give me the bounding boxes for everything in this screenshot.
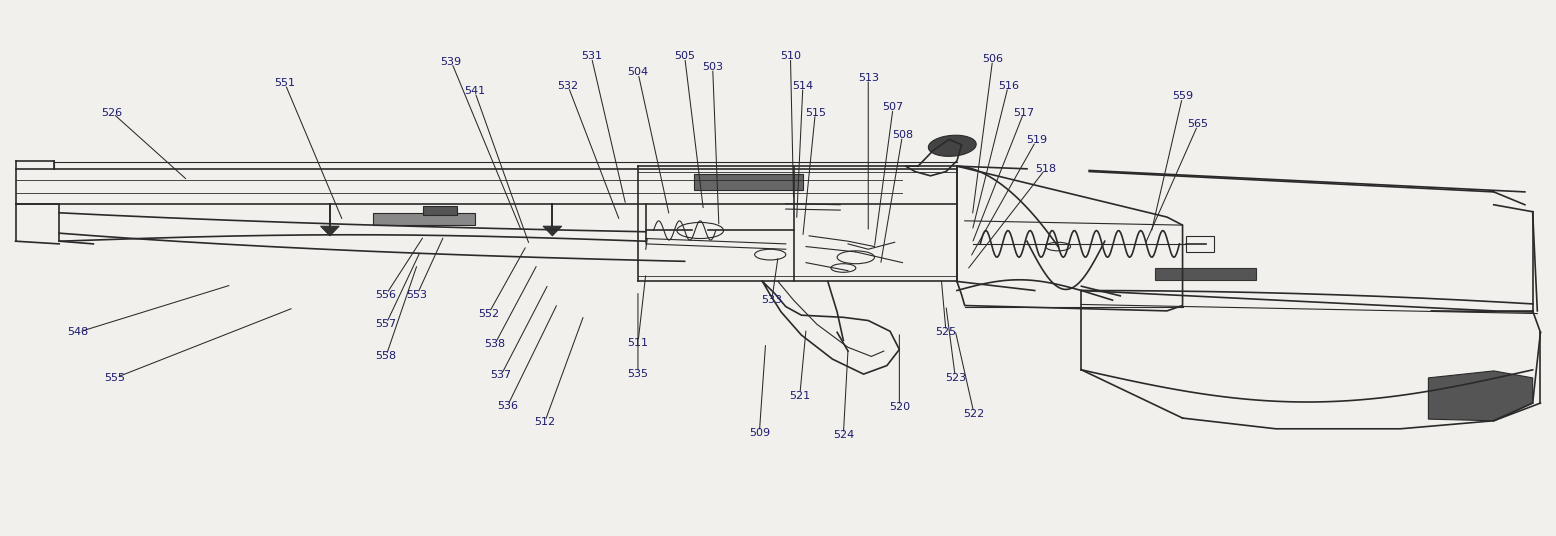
FancyBboxPatch shape: [1155, 268, 1256, 280]
Text: 552: 552: [478, 309, 499, 318]
Text: 516: 516: [997, 81, 1019, 91]
Text: 519: 519: [1025, 136, 1047, 145]
Text: 521: 521: [789, 391, 811, 400]
Text: 541: 541: [464, 86, 485, 96]
Text: 556: 556: [375, 290, 397, 300]
Text: 517: 517: [1013, 108, 1035, 117]
Polygon shape: [1428, 371, 1533, 421]
Text: 558: 558: [375, 352, 397, 361]
Text: 559: 559: [1172, 92, 1193, 101]
FancyBboxPatch shape: [694, 174, 803, 190]
Text: 539: 539: [440, 57, 462, 66]
FancyBboxPatch shape: [423, 206, 457, 215]
Text: 532: 532: [557, 81, 579, 91]
Text: 523: 523: [944, 373, 966, 383]
Text: 515: 515: [804, 108, 826, 117]
Text: 557: 557: [375, 319, 397, 329]
Text: 507: 507: [882, 102, 904, 112]
Polygon shape: [543, 226, 562, 236]
Text: 531: 531: [580, 51, 602, 61]
Text: 503: 503: [702, 62, 724, 72]
Text: 522: 522: [963, 409, 985, 419]
Text: 533: 533: [761, 295, 783, 305]
Text: 505: 505: [674, 51, 696, 61]
Text: 551: 551: [274, 78, 296, 88]
Text: 526: 526: [101, 108, 123, 117]
Text: 555: 555: [104, 373, 126, 383]
Ellipse shape: [929, 135, 976, 157]
Text: 518: 518: [1035, 164, 1057, 174]
Text: 506: 506: [982, 54, 1004, 64]
Text: 512: 512: [534, 418, 555, 427]
Text: 511: 511: [627, 338, 649, 348]
Text: 504: 504: [627, 68, 649, 77]
Text: 524: 524: [832, 430, 854, 440]
Text: 535: 535: [627, 369, 649, 379]
Text: 553: 553: [406, 290, 428, 300]
Text: 514: 514: [792, 81, 814, 91]
Text: 548: 548: [67, 327, 89, 337]
Text: 508: 508: [892, 130, 913, 140]
Text: 520: 520: [888, 403, 910, 412]
Text: 509: 509: [748, 428, 770, 438]
FancyBboxPatch shape: [373, 213, 475, 225]
Polygon shape: [321, 226, 339, 236]
Text: 510: 510: [780, 51, 801, 61]
Text: 536: 536: [496, 401, 518, 411]
Text: 538: 538: [484, 339, 506, 349]
Text: 565: 565: [1187, 120, 1209, 129]
Text: 537: 537: [490, 370, 512, 380]
Text: 513: 513: [857, 73, 879, 83]
Text: 525: 525: [935, 327, 957, 337]
